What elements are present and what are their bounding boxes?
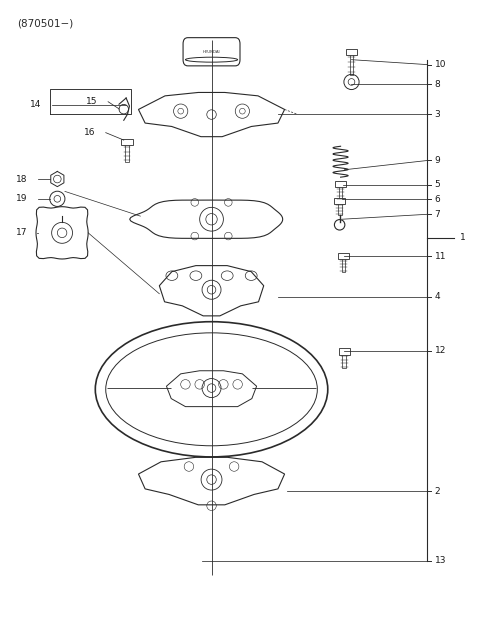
Bar (121, 139, 133, 145)
Text: (870501−): (870501−) (17, 18, 73, 28)
Text: 18: 18 (16, 175, 27, 183)
Text: 9: 9 (434, 156, 440, 165)
Bar (335, 181, 346, 187)
Text: 5: 5 (434, 180, 440, 189)
Bar (342, 259, 345, 273)
Text: 3: 3 (434, 110, 440, 119)
Text: 1: 1 (460, 233, 466, 242)
Bar (125, 145, 129, 162)
Text: HYUNDAl: HYUNDAl (203, 50, 220, 54)
Bar (338, 253, 349, 259)
Bar (339, 348, 350, 354)
Bar (349, 55, 353, 74)
Text: 7: 7 (434, 210, 440, 219)
Bar (342, 354, 346, 368)
Bar (346, 49, 357, 55)
Text: 8: 8 (434, 80, 440, 89)
Text: 11: 11 (434, 252, 446, 261)
Text: 16: 16 (84, 128, 96, 137)
Bar (334, 198, 345, 204)
Bar (339, 187, 342, 201)
Text: 19: 19 (16, 194, 27, 203)
Bar (338, 204, 342, 215)
Text: 14: 14 (30, 100, 42, 109)
Text: 12: 12 (434, 346, 446, 356)
Text: 10: 10 (434, 60, 446, 69)
Text: 6: 6 (434, 195, 440, 204)
Text: 15: 15 (86, 97, 97, 106)
Text: 2: 2 (434, 487, 440, 496)
Text: 4: 4 (434, 292, 440, 301)
Text: 13: 13 (434, 556, 446, 565)
Text: 17: 17 (16, 228, 27, 237)
